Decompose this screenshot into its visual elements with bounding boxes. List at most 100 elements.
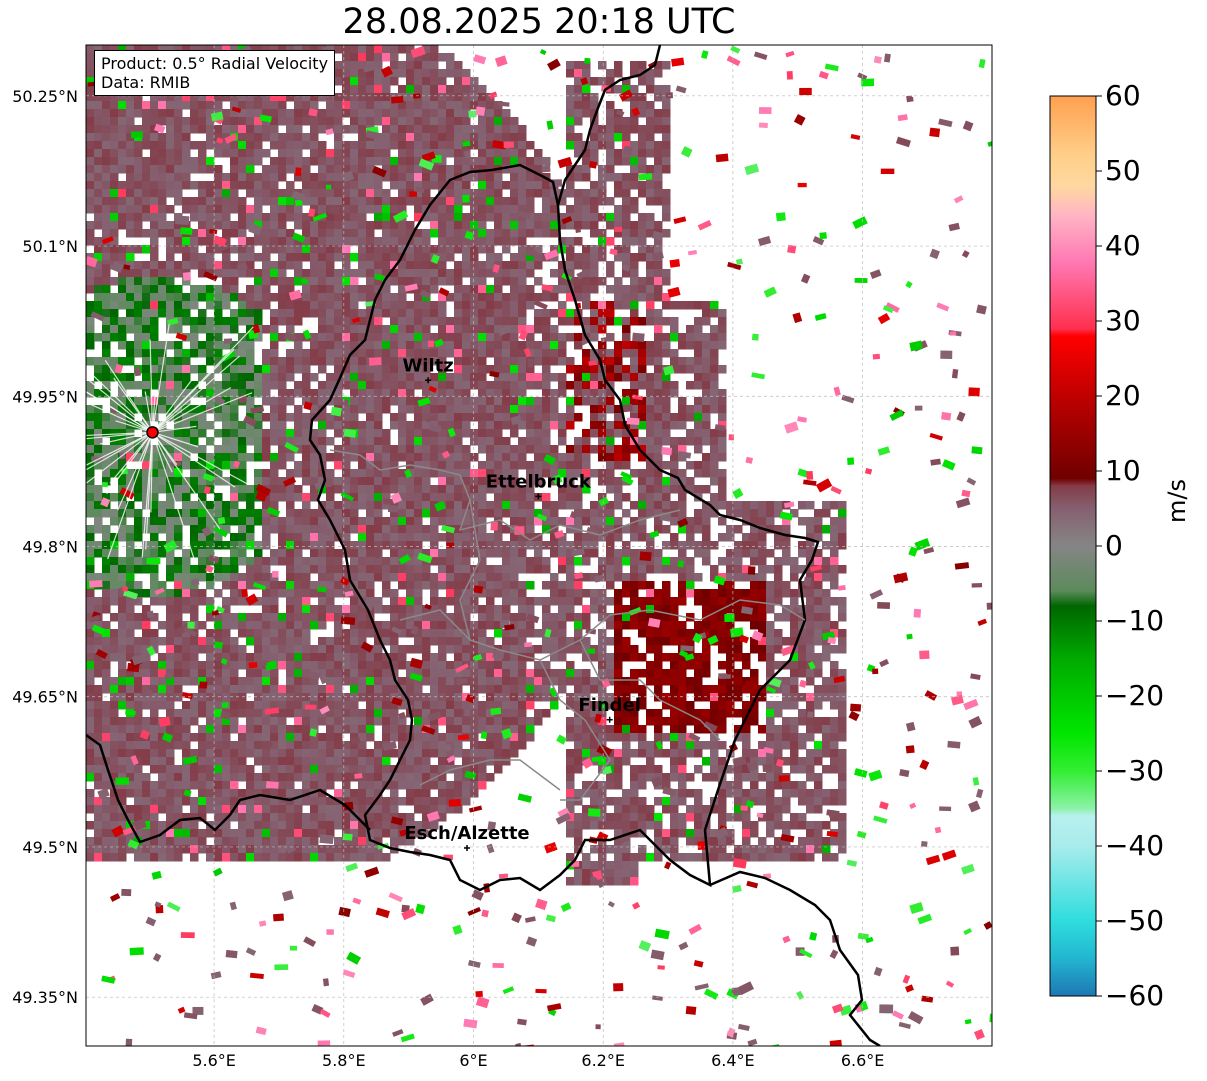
echo-cell [342,437,351,446]
echo-cell [462,341,471,350]
echo-cell [230,229,239,238]
echo-cell [646,309,655,318]
echo-cell [462,477,471,486]
echo-cell [366,101,375,110]
echo-cell [598,637,607,646]
echo-cell [438,349,447,358]
echo-cell [374,341,383,350]
echo-cell [558,269,567,278]
echo-cell [574,93,583,102]
echo-cell [278,109,287,118]
echo-cell [678,477,687,486]
echo-cell [662,165,671,174]
echo-cell [806,501,815,510]
echo-cell [534,373,543,382]
echo-cell [694,405,703,414]
echo-cell [510,621,519,630]
echo-cell [334,477,343,486]
echo-cell [518,637,527,646]
echo-cell [254,93,263,102]
echo-cell [246,557,255,566]
echo-cell [478,181,487,190]
echo-cell [382,261,391,270]
echo-cell [654,325,663,334]
echo-cell [470,341,479,350]
echo-cell [502,245,511,254]
echo-cell [630,613,639,622]
echo-cell [446,237,455,246]
echo-cell [718,429,727,438]
echo-cell [494,333,503,342]
echo-cell [414,461,423,470]
echo-cell [582,245,591,254]
echo-cell [662,229,671,238]
echo-cell [166,485,175,494]
echo-cell [270,349,279,358]
echo-cell [278,317,287,326]
echo-cell [454,205,463,214]
echo-cell [222,597,231,606]
echo-cell [246,621,255,630]
echo-cell [454,373,463,382]
echo-cell [334,389,343,398]
echo-cell [478,245,487,254]
echo-cell [654,237,663,246]
echo-cell [86,157,95,166]
echo-cell [654,85,663,94]
echo-cell [398,293,407,302]
echo-cell [270,621,279,630]
echo-cell [630,197,639,206]
echo-cell [430,469,439,478]
echo-cell [230,141,239,150]
echo-cell [614,117,623,126]
echo-cell [326,565,335,574]
echo-cell [350,469,359,478]
echo-cell [550,413,559,422]
echo-cell [326,437,335,446]
echo-cell [486,485,495,494]
echo-cell [238,429,247,438]
echo-cell [238,613,247,622]
echo-cell [310,405,319,414]
echo-cell [126,253,135,262]
echo-cell [646,629,655,638]
echo-cell [286,541,295,550]
echo-cell [686,637,695,646]
echo-cell [198,637,207,646]
echo-cell [470,269,479,278]
echo-cell [126,133,135,142]
echo-cell [254,133,263,142]
echo-cell [606,461,615,470]
echo-cell [86,189,95,198]
echo-cell [534,325,543,334]
echo-cell [790,573,799,582]
echo-cell [94,213,103,222]
echo-cell [438,437,447,446]
echo-cell [294,253,303,262]
echo-cell [318,549,327,558]
echo-cell [438,269,447,278]
echo-cell [358,181,367,190]
echo-cell [726,597,735,606]
echo-cell [558,549,567,558]
echo-cell [246,125,255,134]
echo-cell [494,629,503,638]
echo-cell [310,429,319,438]
echo-cell [486,269,495,278]
echo-cell [110,173,119,182]
echo-cell [822,565,831,574]
echo-cell [494,525,503,534]
echo-cell [382,477,391,486]
echo-cell [134,485,143,494]
echo-cell [190,197,199,206]
echo-cell [558,213,567,222]
echo-cell [502,341,511,350]
echo-cell [198,253,207,262]
echo-cell [382,141,391,150]
echo-cell [366,621,375,630]
echo-cell [206,389,215,398]
echo-cell [438,469,447,478]
echo-cell [198,325,207,334]
echo-cell [518,365,527,374]
echo-cell [670,357,679,366]
